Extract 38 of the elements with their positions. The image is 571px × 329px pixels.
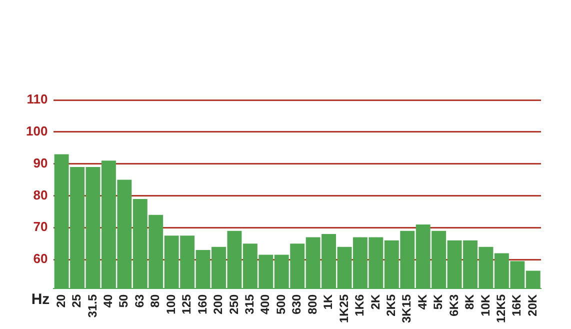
x-tick-label: 31.5 [85, 294, 100, 318]
x-tick-label: 2K [368, 294, 382, 310]
x-tick-label: 12K5 [494, 294, 508, 323]
x-tick-label: 1K [321, 294, 336, 310]
y-tick-label: 80 [33, 187, 48, 202]
x-tick-label: 20 [54, 294, 68, 308]
x-tick-label: 500 [274, 294, 288, 314]
x-tick-label: 63 [132, 294, 146, 308]
x-tick-label: 400 [258, 294, 272, 314]
x-tick-label: 6K3 [446, 294, 461, 316]
x-tick-label: 25 [70, 294, 84, 308]
x-tick-label: 50 [116, 294, 131, 308]
x-tick-label: 80 [148, 294, 162, 308]
x-tick-label: 20K [525, 294, 540, 316]
x-tick-label: 8K [462, 294, 477, 310]
y-tick-label: 100 [26, 123, 48, 138]
x-tick-label: 100 [164, 294, 178, 314]
y-tick-label: 110 [26, 92, 48, 107]
x-tick-label: 160 [195, 294, 210, 314]
x-tick-label: 125 [180, 294, 194, 314]
x-tick-label: 200 [211, 294, 226, 314]
x-tick-label: 3K15 [400, 294, 414, 323]
x-axis-title: Hz [31, 290, 50, 308]
x-tick-label: 40 [101, 294, 116, 308]
x-tick-label: 630 [290, 294, 304, 314]
x-tick-label: 250 [226, 294, 241, 314]
x-tick-label: 5K [431, 294, 446, 310]
x-tick-label: 800 [305, 294, 320, 314]
y-tick-label: 60 [33, 251, 48, 266]
x-tick-label: 1K25 [336, 294, 351, 323]
x-tick-label: 2K5 [384, 294, 398, 316]
x-tick-label: 4K [415, 294, 430, 310]
x-tick-label: 1K6 [352, 294, 367, 316]
x-tick-label: 16K [510, 294, 524, 316]
y-tick-label: 90 [33, 155, 48, 170]
x-tick-label: 10K [478, 294, 492, 316]
y-tick-label: 70 [33, 219, 48, 234]
x-tick-label: 315 [242, 294, 256, 314]
